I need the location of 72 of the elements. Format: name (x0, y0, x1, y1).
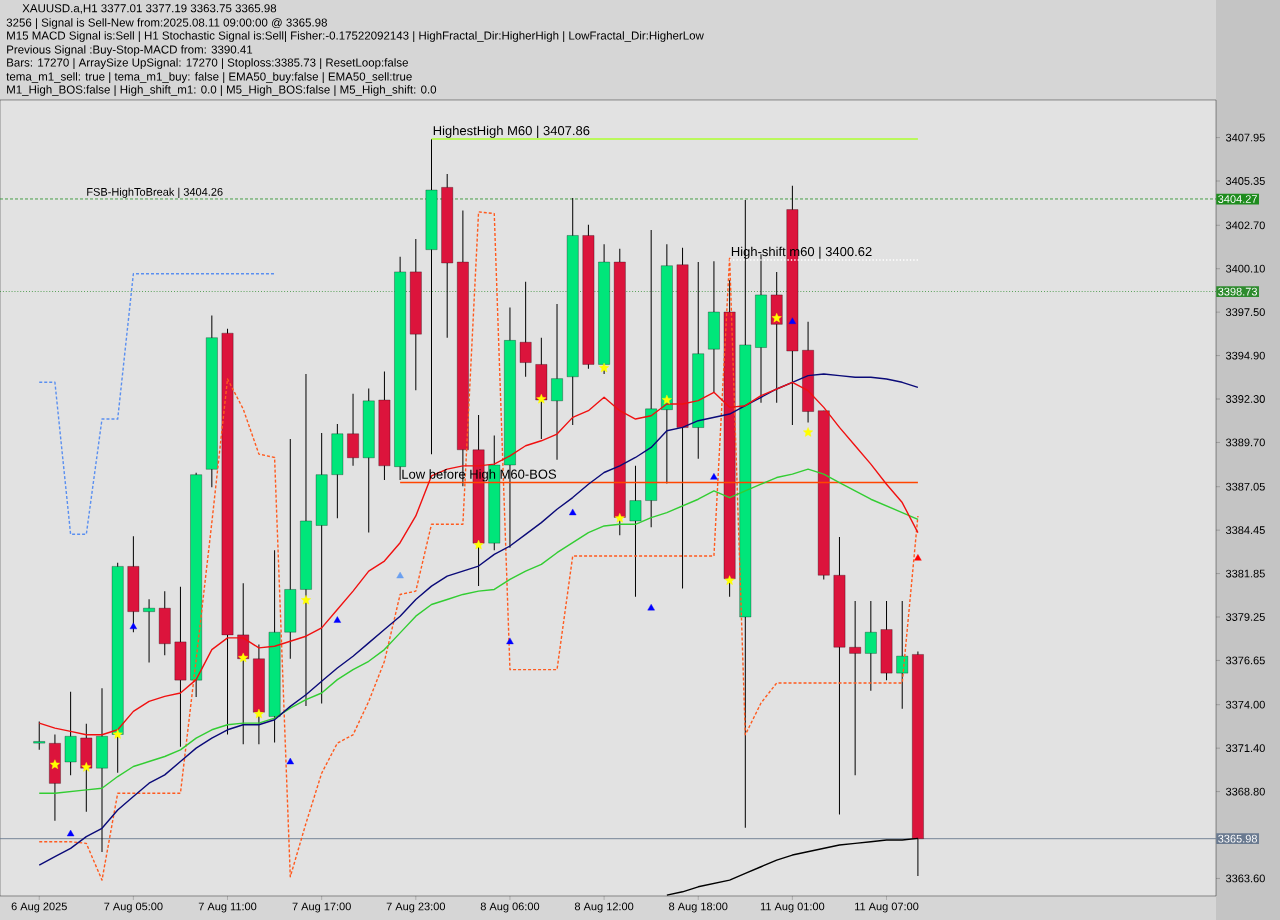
y-tick-label: 3407.95 (1225, 133, 1265, 142)
y-tick-label: 3368.80 (1225, 787, 1265, 796)
point (661, 394, 672, 405)
point (286, 757, 294, 765)
ref-line-label: 3365.98 (1218, 834, 1257, 843)
point (914, 554, 922, 561)
y-tick-label: 3384.45 (1225, 526, 1265, 535)
point (66, 829, 75, 837)
y-tick-label: 3397.50 (1225, 308, 1265, 317)
text: Bars: 17270 | ArraySize UpSignal: 17270 | Stoploss:3385.73 | ResetLoop:false (7, 58, 408, 69)
point (506, 637, 514, 645)
candlestick (629, 465, 642, 598)
x-tick-label: 7 Aug 23:00 (386, 902, 446, 913)
point (803, 427, 814, 437)
point (710, 473, 718, 480)
ref-line-label: 3404.27 (1218, 195, 1257, 203)
y-tick-label: 3400.10 (1225, 264, 1265, 273)
candlestick (896, 600, 909, 710)
point (333, 616, 342, 623)
x-tick-label: 7 Aug 05:00 (104, 902, 163, 913)
text: M1_High_BOS:false | High_shift_m1: 0.0 | M5_High_BOS:false | M5_High_shift: 0.0 (7, 85, 437, 96)
text: Previous Signal :Buy-Stop-MACD from: 3390.41 (7, 45, 253, 56)
candlestick (551, 303, 563, 461)
y-tick-label: 3374.00 (1225, 700, 1265, 709)
y-tick-label: 3389.70 (1225, 438, 1265, 447)
point (81, 762, 92, 772)
candlestick (519, 281, 532, 378)
text: tema_m1_sell: true | tema_m1_buy: false | EMA50_buy:false | EMA50_sell:true (6, 72, 412, 83)
point (788, 317, 797, 324)
point (473, 539, 484, 550)
x-tick-label: 8 Aug 18:00 (669, 902, 728, 913)
series-label: HighestHigh M60 | 3407.86 (433, 125, 590, 138)
y-tick-label: 3371.40 (1225, 744, 1265, 753)
candlestick (865, 600, 877, 692)
y-tick-label: 3379.25 (1225, 613, 1265, 621)
point (771, 312, 782, 323)
point (253, 708, 264, 719)
y-tick-label: 3394.90 (1225, 351, 1265, 360)
candlestick (849, 600, 861, 776)
x-tick-label: 8 Aug 12:00 (574, 902, 634, 913)
point (599, 362, 610, 373)
y-tick-label: 3402.70 (1225, 221, 1265, 230)
x-tick-label: 7 Aug 17:00 (292, 902, 351, 913)
x-tick-label: 6 Aug 2025 (11, 902, 67, 913)
point (49, 759, 60, 769)
text: M15 MACD Signal is:Sell | H1 Stochastic Signal is:Sell| Fisher:-0.17522092143 | HighFractal_Dir:HigherHigh | LowFractal_Dir:HigherLow (7, 31, 704, 42)
point (724, 575, 735, 585)
candlestick (33, 720, 46, 751)
ref-line-label: 3398.73 (1218, 287, 1257, 296)
point (614, 513, 625, 523)
point (301, 594, 311, 605)
y-tick-label: 3381.85 (1225, 569, 1265, 578)
y-tick-label: 3363.60 (1225, 874, 1265, 883)
point (536, 393, 547, 404)
y-tick-label: 3387.05 (1225, 482, 1265, 491)
point (396, 571, 404, 579)
x-tick-label: 11 Aug 01:00 (760, 902, 825, 913)
point (569, 508, 577, 516)
y-tick-label: 3376.65 (1225, 656, 1265, 665)
point (647, 603, 655, 611)
x-tick-label: 8 Aug 06:00 (480, 902, 540, 913)
text: 3256 | Signal is Sell-New from:2025.08.11 09:00:00 @ 3365.98 (6, 18, 327, 29)
chart-title: XAUUSD.a,H1 3377.01 3377.19 3363.75 3365.98 (22, 4, 277, 14)
candlestick (143, 598, 155, 663)
point (129, 622, 138, 630)
x-tick-label: 7 Aug 11:00 (198, 902, 257, 913)
x-tick-label: 11 Aug 07:00 (855, 902, 919, 913)
y-tick-label: 3392.30 (1225, 395, 1265, 403)
point (112, 729, 123, 739)
annotation: FSB-HighToBreak | 3404.26 (87, 187, 223, 199)
y-tick-label: 3405.35 (1225, 177, 1265, 185)
point (238, 652, 249, 663)
